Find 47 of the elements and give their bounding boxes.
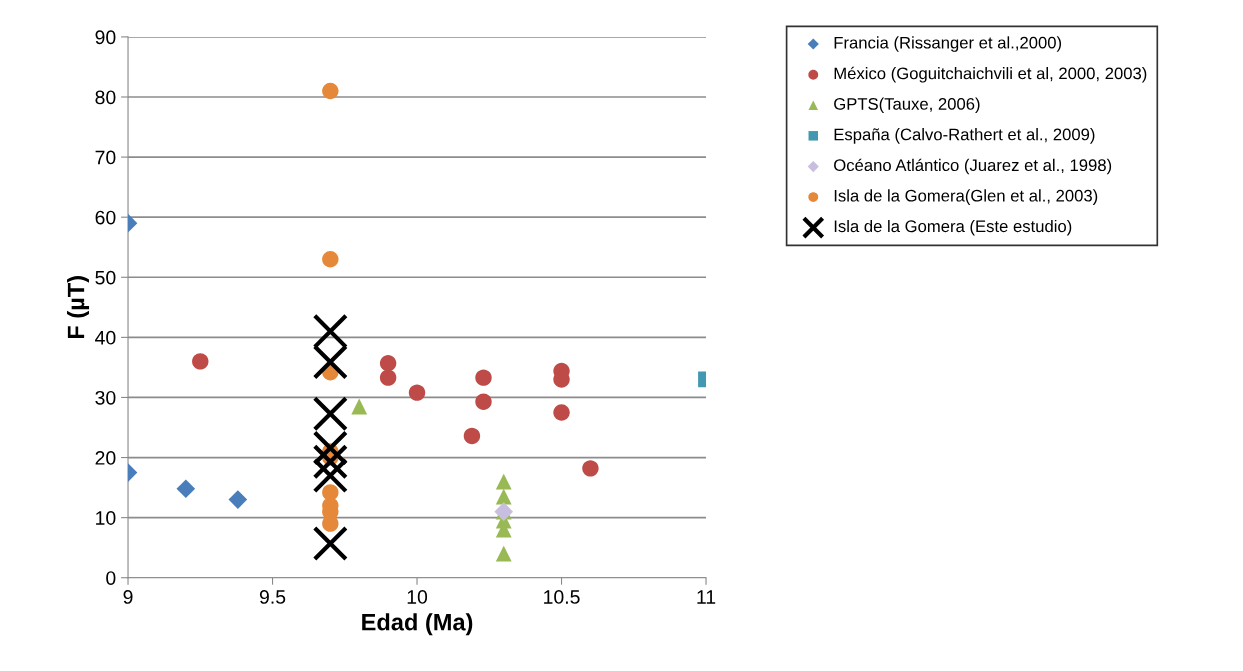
x-tick-label: 9.5 bbox=[259, 590, 286, 604]
point bbox=[312, 444, 348, 480]
legend-label: México (Goguitchaichvili et al, 2000, 2003) bbox=[834, 66, 1147, 83]
x-tick-label: 11 bbox=[697, 590, 716, 604]
point bbox=[553, 404, 570, 421]
legend-label: España (Calvo-Rathert et al., 2009) bbox=[834, 128, 1095, 144]
y-tick-label: 30 bbox=[95, 390, 116, 405]
y-axis-title: F (µT) bbox=[67, 276, 90, 339]
point bbox=[192, 353, 209, 370]
point bbox=[582, 460, 599, 477]
point bbox=[351, 398, 368, 415]
legend-label: Isla de la Gomera (Este estudio) bbox=[834, 219, 1072, 236]
point bbox=[379, 354, 397, 372]
legend-label: GPTS(Tauxe, 2006) bbox=[834, 97, 980, 114]
x-axis-title: Edad (Ma) bbox=[362, 613, 473, 636]
y-tick-label: 70 bbox=[95, 150, 116, 165]
y-tick-label: 80 bbox=[95, 90, 116, 105]
point bbox=[408, 384, 426, 401]
point bbox=[495, 545, 512, 562]
point bbox=[312, 457, 348, 494]
y-tick-label: 20 bbox=[95, 451, 116, 465]
legend-label: Francia (Rissanger et al.,2000) bbox=[834, 36, 1062, 52]
point bbox=[322, 82, 339, 100]
point bbox=[475, 393, 492, 410]
point bbox=[495, 488, 512, 505]
y-tick-label: 50 bbox=[95, 270, 116, 285]
point bbox=[322, 251, 339, 268]
point bbox=[475, 369, 492, 386]
x-tick-label: 10.5 bbox=[544, 590, 580, 604]
y-tick-label: 0 bbox=[106, 571, 116, 585]
point bbox=[379, 369, 397, 386]
point bbox=[312, 430, 348, 466]
y-tick-label: 10 bbox=[96, 511, 116, 525]
point bbox=[463, 427, 481, 445]
y-tick-label: 60 bbox=[95, 210, 116, 225]
x-tick-label: 10 bbox=[407, 590, 428, 604]
y-tick-label: 90 bbox=[95, 30, 116, 45]
point bbox=[312, 313, 348, 349]
point bbox=[322, 515, 339, 532]
legend-label: Océano Atlántico (Juarez et al., 1998) bbox=[834, 158, 1112, 175]
legend-label: Isla de la Gomera(Glen et al., 2003) bbox=[834, 189, 1098, 205]
point bbox=[312, 344, 348, 380]
point bbox=[312, 396, 348, 432]
x-tick-label: 9 bbox=[123, 590, 133, 604]
point bbox=[312, 525, 348, 562]
point bbox=[495, 473, 512, 490]
y-tick-label: 40 bbox=[95, 330, 116, 345]
